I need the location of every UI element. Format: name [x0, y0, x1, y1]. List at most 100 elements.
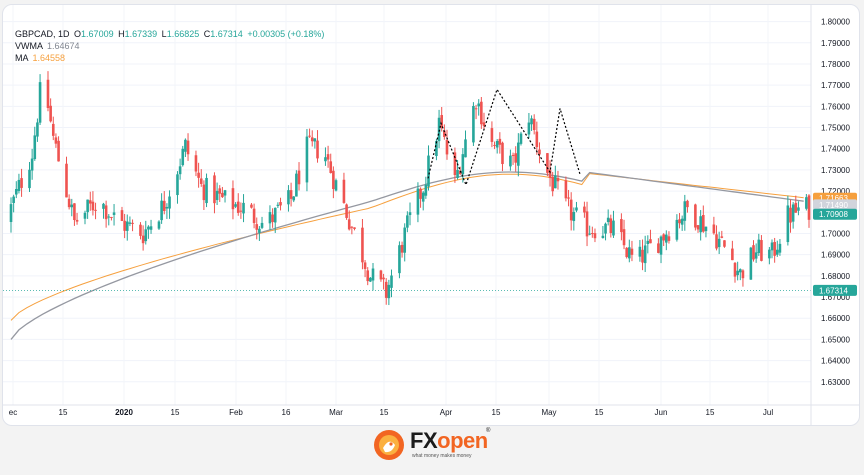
legend-ohlc: GBPCAD, 1D O1.67009 H1.67339 L1.66825 C1…: [15, 29, 324, 40]
candle-body: [73, 203, 76, 221]
candle-body: [527, 122, 531, 135]
candle-body: [770, 242, 774, 251]
candle-body: [738, 269, 742, 273]
candle-body: [131, 222, 134, 224]
candle-body: [67, 198, 71, 208]
candle-body: [680, 218, 684, 225]
candle-body: [258, 228, 261, 233]
candle-body: [556, 177, 560, 182]
candle-body: [252, 208, 256, 224]
candle-body: [107, 216, 111, 218]
price-tick-label: 1.63000: [821, 378, 850, 387]
candle-body: [268, 212, 272, 224]
candle-body: [501, 142, 504, 165]
candle-body: [548, 169, 552, 178]
price-tick-label: 1.65000: [821, 335, 850, 344]
candle-body: [287, 190, 290, 205]
candle-body: [683, 201, 687, 221]
candle-body: [768, 249, 771, 259]
candle-body: [65, 163, 68, 198]
candle-body: [128, 222, 132, 224]
candle-body: [649, 239, 652, 244]
candle-body: [495, 140, 499, 148]
candle-body: [178, 166, 182, 175]
price-tick-label: 1.78000: [821, 60, 850, 69]
candlesticks: [9, 71, 811, 306]
candle-body: [585, 211, 589, 237]
candle-body: [51, 123, 55, 136]
time-tick-label: 2020: [115, 408, 133, 417]
candle-body: [350, 226, 354, 228]
price-tick-label: 1.68000: [821, 272, 850, 281]
candle-body: [363, 262, 367, 269]
price-tick-label: 1.69000: [821, 251, 850, 260]
candle-body: [630, 248, 634, 255]
candle-body: [326, 154, 330, 160]
candle-body: [493, 144, 496, 146]
candle-body: [805, 197, 808, 209]
candle-body: [757, 239, 761, 254]
moving-average-lines: [3, 171, 811, 340]
legend-symbol: GBPCAD, 1D: [15, 29, 70, 39]
candle-body: [390, 275, 393, 288]
candle-body: [741, 270, 745, 279]
candle-body: [723, 240, 726, 247]
candle-body: [480, 101, 483, 125]
candle-body: [778, 243, 782, 253]
lion-emblem-icon: [374, 430, 404, 460]
candle-body: [622, 229, 626, 246]
candle-body: [569, 199, 573, 221]
chart-canvas[interactable]: 1.63000 1.64000 1.65000 1.66000 1.67000 1.680…: [3, 5, 859, 425]
candle-body: [665, 234, 668, 243]
candle-body: [736, 270, 739, 276]
fxopen-logo: FXopen ® what money makes money: [372, 424, 502, 468]
candle-body: [28, 169, 31, 189]
legend-open-label: O: [74, 29, 82, 39]
chart-panel[interactable]: 1.63000 1.64000 1.65000 1.66000 1.67000 1.680…: [2, 4, 860, 426]
candle-body: [345, 204, 348, 218]
legend-ma-label: MA: [15, 53, 29, 63]
candle-body: [731, 248, 734, 261]
time-tick-label: Jun: [655, 408, 668, 417]
candle-body: [334, 180, 338, 191]
candle-body: [123, 220, 126, 231]
candle-body: [612, 220, 615, 236]
time-tick-label: 15: [171, 408, 180, 417]
candle-body: [464, 139, 467, 158]
candle-body: [424, 184, 428, 196]
candle-body: [295, 173, 298, 197]
candle-body: [369, 277, 372, 282]
candle-body: [474, 108, 478, 110]
price-tick-label: 1.79000: [821, 39, 850, 48]
candle-body: [406, 215, 409, 228]
candle-body: [181, 148, 185, 166]
candle-body: [379, 270, 383, 280]
time-tick-label: 15: [492, 408, 501, 417]
candle-body: [186, 140, 190, 155]
candle-body: [453, 152, 457, 176]
candle-body: [643, 245, 647, 264]
time-tick-label: Feb: [229, 408, 243, 417]
candle-body: [176, 174, 179, 196]
candle-body: [564, 180, 568, 199]
legend-change: +0.00305 (+0.18%): [247, 29, 325, 39]
price-tick-label: 1.67000: [821, 293, 850, 302]
candle-body: [638, 246, 642, 257]
candle-body: [112, 212, 116, 215]
candle-body: [398, 245, 401, 274]
candle-body: [384, 281, 388, 298]
candle-body: [789, 207, 792, 223]
candle-body: [794, 202, 798, 213]
candle-body: [86, 199, 89, 213]
candle-body: [88, 200, 92, 204]
candle-body: [165, 206, 169, 209]
candle-body: [332, 170, 335, 190]
price-badge-label: 1.67314: [819, 286, 848, 295]
candle-body: [46, 79, 50, 108]
candle-body: [760, 240, 763, 261]
legend-ma-value: 1.64558: [32, 53, 66, 63]
candle-body: [9, 204, 13, 223]
candle-body: [797, 207, 800, 211]
candle-body: [657, 243, 660, 253]
candle-body: [458, 170, 462, 175]
